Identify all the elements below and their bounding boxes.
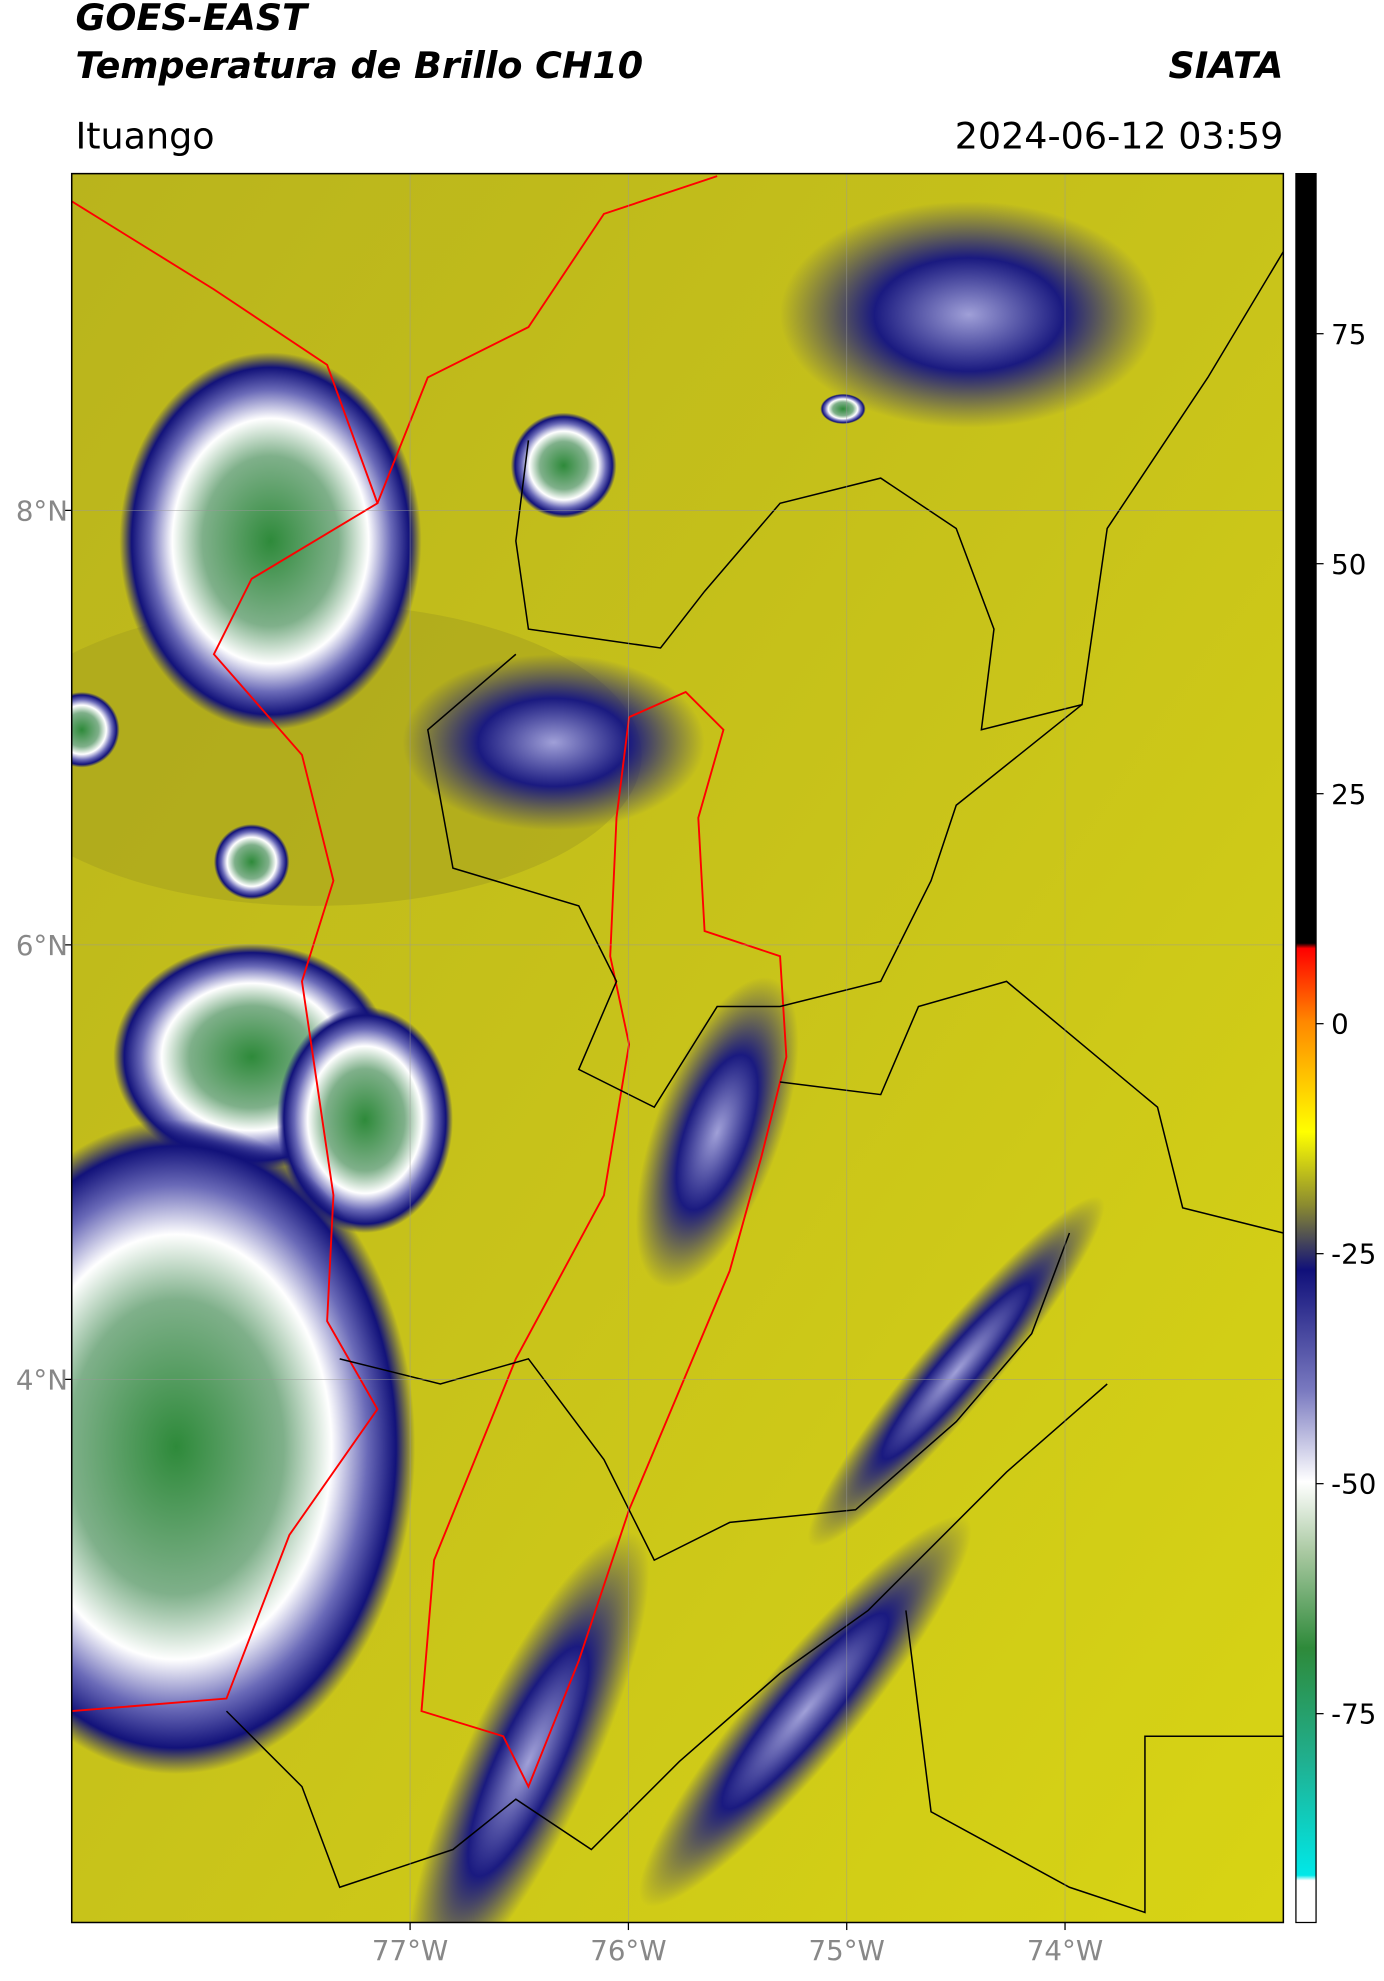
x-tick-label: 77°W: [372, 1934, 448, 1967]
colorbar-ticks: 75 50 25 0 -25 -50 -75: [1316, 318, 1376, 1731]
y-tick-label: 4°N: [16, 1363, 68, 1396]
colorbar-tick-label: 50: [1331, 548, 1366, 581]
colorbar-tick-label: -75: [1331, 1698, 1376, 1731]
colorbar-tick-label: 0: [1331, 1008, 1349, 1041]
graticule: 77°W 76°W 75°W 74°W 8°N 6°N 4°N: [16, 173, 1284, 1967]
map-frame: [70, 172, 1285, 1924]
datetime: 2024-06-12 03:59: [955, 114, 1284, 157]
brand: SIATA: [1168, 44, 1283, 87]
x-tick-label: 75°W: [809, 1934, 885, 1967]
location: Ituango: [75, 114, 214, 157]
y-tick-label: 8°N: [16, 494, 68, 527]
colorbar-tick-label: -25: [1331, 1238, 1376, 1271]
x-tick-label: 74°W: [1027, 1934, 1103, 1967]
x-tick-label: 76°W: [590, 1934, 666, 1967]
y-tick-label: 6°N: [16, 929, 68, 962]
colorbar-tick-label: 75: [1331, 318, 1366, 351]
colorbar-tick-label: -50: [1331, 1468, 1376, 1501]
title: GOES-EAST: [75, 0, 310, 39]
colorbar-tick-label: 25: [1331, 778, 1366, 811]
subtitle: Temperatura de Brillo CH10: [75, 44, 643, 87]
colorbar: [1295, 172, 1317, 1924]
map-imagery: [71, 173, 1284, 1923]
